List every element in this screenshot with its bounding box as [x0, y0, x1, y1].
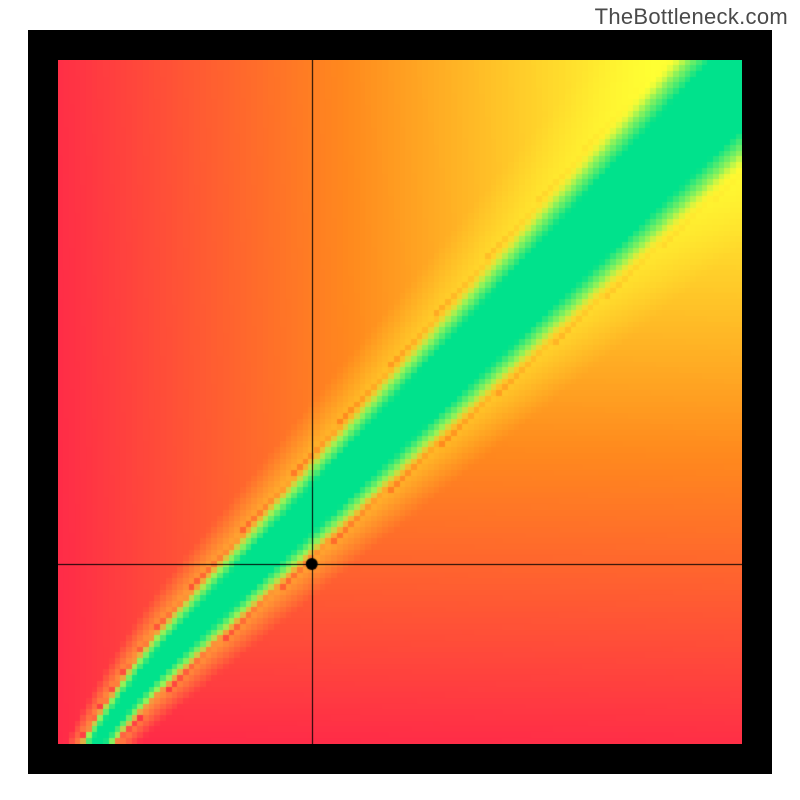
heatmap-canvas — [58, 60, 742, 744]
watermark-text: TheBottleneck.com — [595, 4, 788, 30]
heatmap-plot — [58, 60, 742, 744]
